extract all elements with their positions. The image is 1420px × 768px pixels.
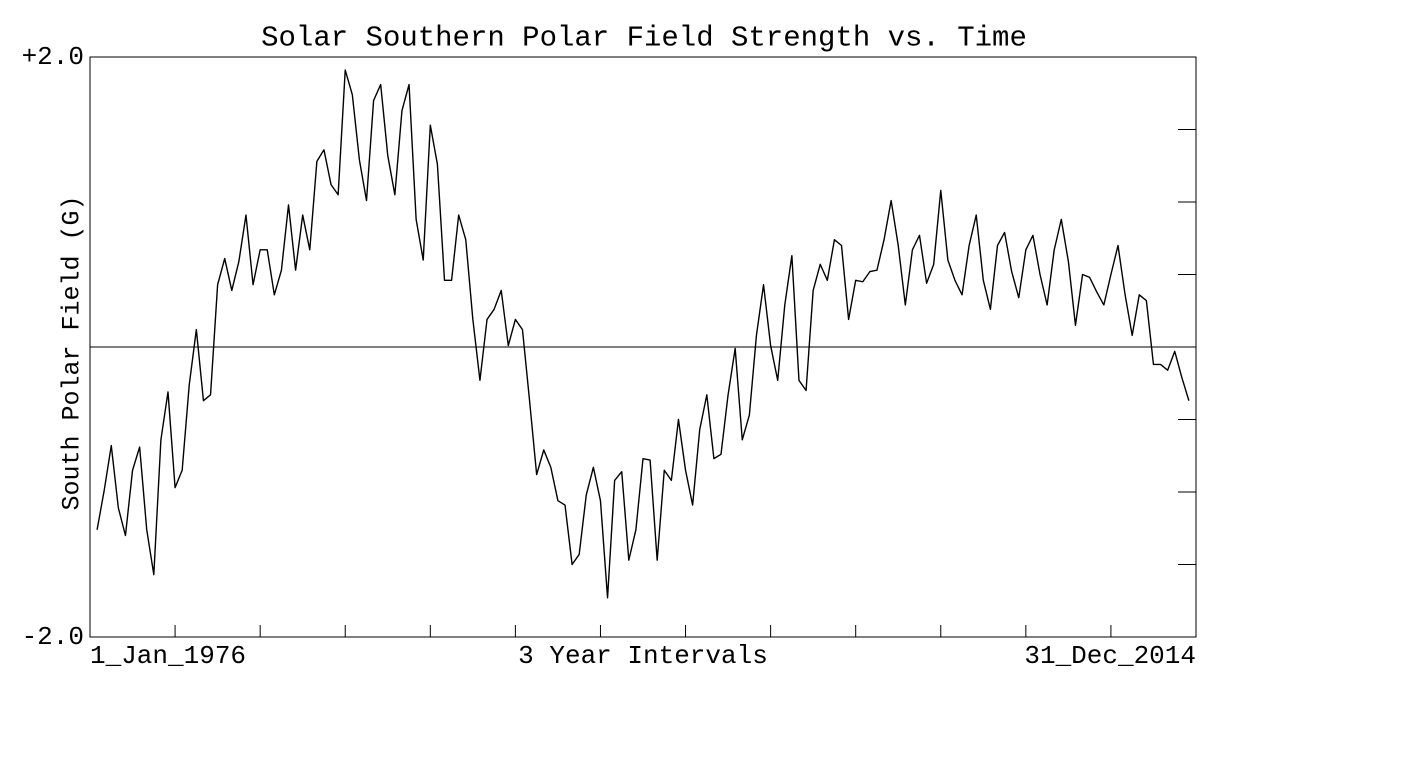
x-axis-label: 3 Year Intervals <box>518 641 768 671</box>
y-tick-label: +2.0 <box>22 42 84 72</box>
chart-title: Solar Southern Polar Field Strength vs. … <box>261 22 1027 55</box>
y-tick-label: -2.0 <box>22 622 84 652</box>
x-end-label: 31_Dec_2014 <box>1024 641 1196 671</box>
x-start-label: 1_Jan_1976 <box>90 641 246 671</box>
data-line <box>96 69 1190 599</box>
y-axis-label: South Polar Field (G) <box>58 195 87 510</box>
